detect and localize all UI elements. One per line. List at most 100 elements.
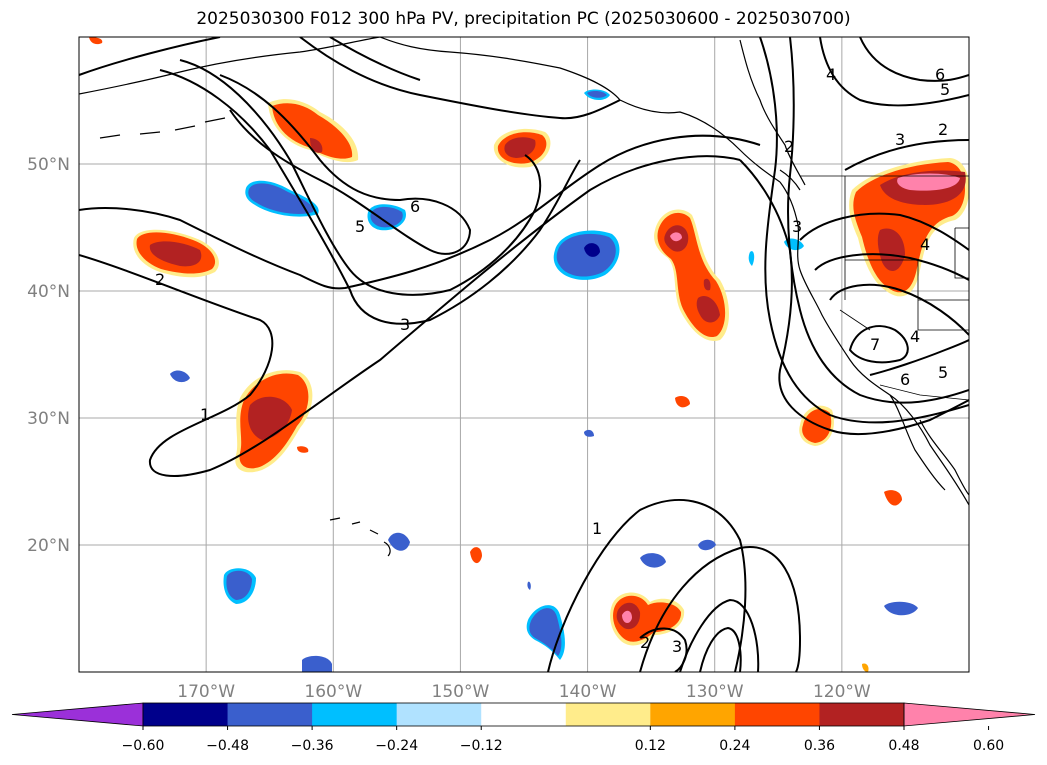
contour-label: 3 xyxy=(400,315,410,334)
precip-blob xyxy=(748,251,755,266)
precip-blob xyxy=(622,610,632,624)
map-frame xyxy=(78,36,970,673)
colorbar-segment xyxy=(312,703,398,726)
colorbar-tick-label: 0.24 xyxy=(719,738,750,754)
coastline-west-coast xyxy=(779,181,969,506)
coastlines xyxy=(79,37,969,557)
pv-contour-coast xyxy=(814,253,969,281)
precip-blob xyxy=(89,37,103,45)
precip-blob xyxy=(862,663,869,672)
contour-label: 5 xyxy=(940,80,950,99)
precip-blob xyxy=(470,547,482,564)
colorbar-tick-label: 0.60 xyxy=(973,738,1004,754)
longitude-label: 130°W xyxy=(686,682,744,702)
pv-contour-coast xyxy=(787,37,969,404)
contour-label: 4 xyxy=(910,327,920,346)
colorbar-tick-label: −0.48 xyxy=(206,738,249,754)
pv-contour-coast xyxy=(829,283,969,336)
pv-contour-coast xyxy=(844,139,969,171)
chart-title: 2025030300 F012 300 hPa PV, precipitatio… xyxy=(196,9,851,29)
pv-contour-tropics xyxy=(679,598,760,672)
colorbar-extend-max xyxy=(903,702,1036,727)
contour-label: 6 xyxy=(900,370,910,389)
contour-label: 6 xyxy=(410,197,420,216)
colorbar-segment xyxy=(819,703,905,726)
pv-contour-2 xyxy=(79,134,761,290)
longitude-labels: 170°W 160°W 150°W 140°W 130°W 120°W xyxy=(177,682,871,702)
latitude-label: 20°N xyxy=(27,536,70,556)
contour-label: 2 xyxy=(938,120,948,139)
precip-blob xyxy=(527,581,531,590)
precip-blob xyxy=(556,233,616,277)
longitude-label: 120°W xyxy=(813,682,871,702)
contour-label: 3 xyxy=(792,217,802,236)
precip-blob xyxy=(884,490,902,506)
pv-contour-coast xyxy=(739,159,969,436)
precip-blob xyxy=(272,103,353,159)
precip-blob xyxy=(884,601,918,616)
precip-blob xyxy=(675,396,690,408)
colorbar-tick-label: −0.60 xyxy=(122,738,165,754)
coastline-alaska xyxy=(79,37,381,95)
contour-label: 5 xyxy=(938,363,948,382)
precip-blob xyxy=(170,370,190,383)
contour-label: 2 xyxy=(784,137,794,156)
precip-blob xyxy=(698,539,716,551)
contour-label: 2 xyxy=(640,633,650,652)
colorbar-segment xyxy=(565,703,651,726)
contour-label: 1 xyxy=(592,519,602,538)
us-state-lines xyxy=(839,176,969,331)
precip-blob xyxy=(703,278,711,291)
colorbar-tick-label: −0.24 xyxy=(375,738,418,754)
colorbar-tick-label: 0.48 xyxy=(888,738,919,754)
pv-contour-5 xyxy=(219,74,472,255)
pv-contour-1 xyxy=(79,155,741,477)
contour-label: 3 xyxy=(895,130,905,149)
latitude-labels: 50°N 40°N 30°N 20°N xyxy=(27,155,70,556)
pv-contour-tropics xyxy=(547,499,747,672)
pv-contour-tropics xyxy=(639,545,802,672)
colorbar-tick-label: 0.12 xyxy=(635,738,666,754)
colorbar-tick-label: 0.36 xyxy=(804,738,835,754)
us-mexico-border xyxy=(879,384,969,401)
pv-contour-ridge xyxy=(329,37,421,81)
pv-contour-ridge xyxy=(299,37,621,120)
precip-blob xyxy=(670,232,682,242)
coastline-bc xyxy=(739,39,806,186)
colorbar-extend-min xyxy=(11,702,144,727)
aleutians xyxy=(99,117,226,139)
colorbar: −0.60 −0.48 −0.36 −0.24 −0.12 0.12 0.24 0.36 0.4… xyxy=(11,702,1036,754)
hawaii xyxy=(329,517,391,557)
precip-blob xyxy=(370,206,403,228)
colorbar-segment xyxy=(227,703,313,726)
contour-label: 5 xyxy=(355,217,365,236)
pv-contour-3 xyxy=(159,69,581,325)
contour-label: 4 xyxy=(826,65,836,84)
pv-contour-coast xyxy=(819,37,969,107)
colorbar-segment xyxy=(481,703,567,726)
precip-blob xyxy=(529,608,562,656)
longitude-label: 140°W xyxy=(559,682,617,702)
pv-contour-coast xyxy=(799,212,969,251)
coastline-baja xyxy=(889,394,946,491)
colorbar-segment xyxy=(396,703,482,726)
pv-contour-coast xyxy=(869,339,969,376)
precip-blob xyxy=(388,532,410,551)
precip-blob xyxy=(226,570,252,600)
colorbar-segment xyxy=(650,703,736,726)
contour-label: 2 xyxy=(155,270,165,289)
colorbar-frame xyxy=(142,702,905,727)
contour-label: 7 xyxy=(870,335,880,354)
coastline-island xyxy=(779,169,801,191)
colorbar-tick-label: −0.12 xyxy=(460,738,503,754)
pv-contour-coast xyxy=(848,325,909,364)
contour-label: 4 xyxy=(920,235,930,254)
precip-blob xyxy=(302,655,332,672)
pv-contour-coast xyxy=(859,37,969,82)
coastline-gulf-alaska xyxy=(379,37,781,183)
pv-contours xyxy=(79,37,969,672)
colorbar-segment xyxy=(143,703,229,726)
pv-contour-ridge xyxy=(79,37,221,76)
precip-blob xyxy=(310,138,323,153)
